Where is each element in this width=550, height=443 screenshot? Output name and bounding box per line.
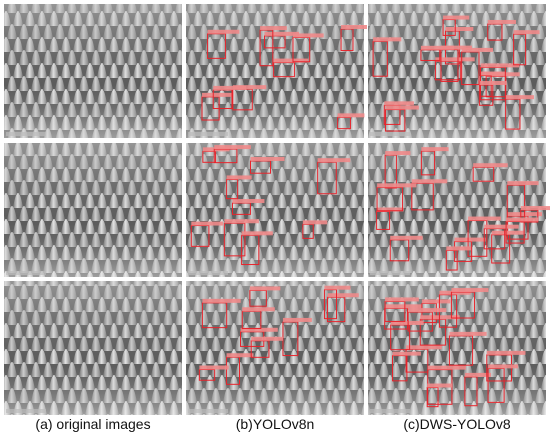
detection-tag — [242, 307, 275, 312]
detection-tag — [213, 85, 246, 90]
detection-tag — [484, 224, 519, 229]
detection-tag — [406, 345, 442, 350]
detection-tag — [292, 33, 324, 38]
detection-tag — [421, 299, 451, 304]
detection-tag — [491, 230, 524, 235]
scale-bar — [370, 132, 410, 136]
scale-bar — [370, 409, 410, 413]
detection-tag — [250, 156, 285, 161]
detection-tag — [232, 85, 267, 90]
scale-bar — [6, 409, 46, 413]
sem-image-shade — [368, 4, 546, 138]
detection-tag — [440, 45, 472, 50]
detection-tag — [513, 30, 540, 35]
detection-tag — [390, 235, 423, 240]
detection-tag — [317, 158, 351, 163]
scale-bar — [188, 271, 228, 275]
detection-tag — [451, 288, 489, 293]
detection-tag — [468, 216, 501, 221]
detection-tag — [384, 304, 422, 309]
detection-tag — [327, 293, 359, 298]
detection-tag — [520, 206, 550, 211]
detection-tag — [480, 71, 506, 76]
detection-tag — [273, 58, 309, 63]
detection-tag — [384, 101, 414, 106]
detection-tag — [207, 29, 240, 34]
sem-image-shade — [186, 143, 364, 277]
detection-tag — [454, 237, 486, 242]
detection-tag — [385, 151, 411, 156]
detection-tag — [324, 285, 351, 290]
detection-tag — [241, 231, 273, 236]
detection-tag — [373, 37, 402, 42]
detection-tag — [486, 350, 526, 355]
detection-tag — [202, 92, 234, 97]
detection-tag — [506, 217, 539, 222]
detection-tag — [302, 220, 328, 225]
detection-tag — [337, 113, 365, 118]
detection-box — [442, 19, 456, 36]
scale-bar — [6, 132, 46, 136]
detection-tag — [377, 183, 417, 188]
detection-tag — [385, 105, 419, 110]
detection-tag — [480, 63, 520, 68]
detection-tag — [461, 47, 494, 52]
detection-tag — [226, 353, 254, 358]
detection-tag — [420, 315, 460, 320]
scale-bar — [370, 271, 410, 275]
detection-tag — [260, 26, 287, 31]
detection-tag — [443, 15, 470, 20]
detection-tag — [191, 221, 223, 226]
detection-tag — [249, 286, 281, 291]
detection-tag — [226, 175, 252, 180]
detection-tag — [240, 327, 278, 332]
detection-tag — [264, 31, 300, 36]
detection-tag — [390, 320, 424, 325]
detection-tag — [421, 147, 449, 152]
detection-tag — [202, 298, 241, 303]
caption: (a) original images — [35, 416, 150, 432]
detection-tag — [408, 308, 447, 313]
detection-tag — [507, 181, 539, 186]
caption: (b)YOLOv8n — [236, 416, 315, 432]
detection-tag — [439, 290, 471, 295]
detection-tag — [449, 331, 487, 336]
detection-tag — [251, 336, 283, 341]
detection-tag — [224, 219, 259, 224]
detection-tag — [435, 57, 475, 62]
detection-tag — [341, 24, 367, 29]
detection-tag — [392, 351, 421, 356]
detection-tag — [488, 364, 519, 369]
sem-image-shade — [4, 4, 182, 138]
detection-tag — [445, 27, 474, 32]
detection-tag — [214, 145, 251, 150]
detection-tag — [376, 207, 404, 212]
detection-tag — [411, 179, 448, 184]
scale-bar — [6, 271, 46, 275]
detection-tag — [199, 365, 229, 370]
detection-tag — [427, 383, 453, 388]
detection-tag — [487, 19, 516, 24]
scale-bar — [188, 409, 228, 413]
detection-tag — [385, 297, 419, 302]
caption: (c)DWS-YOLOv8 — [403, 416, 511, 432]
detection-tag — [473, 163, 508, 168]
sem-image-shade — [4, 143, 182, 277]
detection-tag — [282, 317, 312, 322]
scale-bar — [188, 132, 228, 136]
sem-image-shade — [4, 281, 182, 415]
detection-tag — [232, 199, 265, 204]
detection-tag — [479, 81, 507, 86]
detection-tag — [420, 45, 454, 50]
detection-tag — [505, 95, 534, 100]
detection-tag — [446, 246, 472, 251]
panel-grid — [4, 4, 550, 415]
detection-tag — [464, 372, 492, 377]
detection-tag — [427, 365, 466, 370]
